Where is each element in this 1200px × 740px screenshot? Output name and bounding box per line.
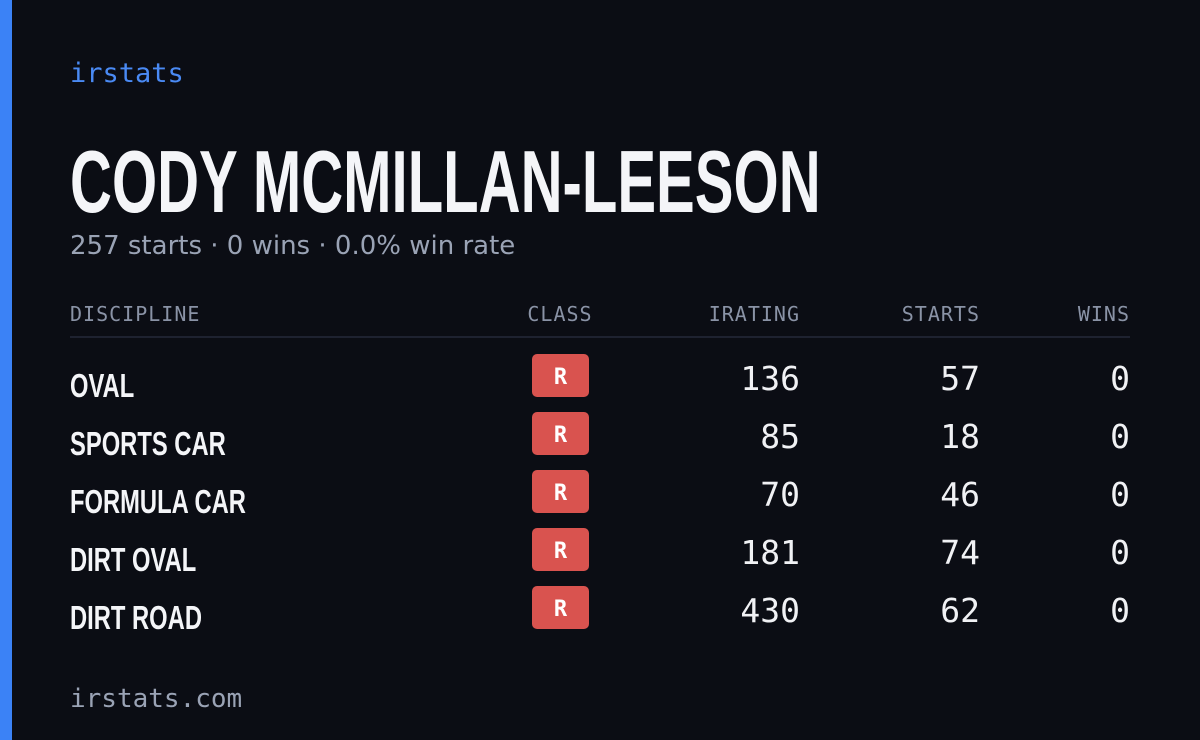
- summary: 257 starts · 0 wins · 0.0% win rate: [70, 231, 515, 261]
- wins: 0: [1110, 417, 1130, 456]
- irating: 70: [760, 475, 800, 514]
- irating: 85: [760, 417, 800, 456]
- column-header: IRATING: [709, 302, 800, 326]
- brand: irstats: [70, 58, 184, 89]
- discipline: FORMULA CAR: [70, 484, 246, 521]
- column-header: DISCIPLINE: [70, 302, 200, 326]
- class-letter: R: [554, 481, 568, 506]
- starts: 57: [940, 359, 980, 398]
- accent-bar: [0, 0, 12, 740]
- class-letter: R: [554, 423, 568, 448]
- discipline: OVAL: [70, 368, 134, 405]
- starts: 18: [940, 417, 980, 456]
- discipline: DIRT ROAD: [70, 600, 202, 637]
- class-badge: [532, 470, 589, 513]
- column-header: CLASS: [527, 302, 592, 326]
- column-header: STARTS: [902, 302, 980, 326]
- discipline: SPORTS CAR: [70, 426, 226, 463]
- class-badge: [532, 354, 589, 397]
- class-badge: [532, 528, 589, 571]
- footer-site: irstats.com: [70, 684, 242, 714]
- irating: 430: [740, 591, 800, 630]
- starts: 74: [940, 533, 980, 572]
- wins: 0: [1110, 591, 1130, 630]
- wins: 0: [1110, 359, 1130, 398]
- starts: 46: [940, 475, 980, 514]
- column-header: WINS: [1078, 302, 1130, 326]
- player-name: CODY MCMILLAN-LEESON: [70, 133, 821, 231]
- wins: 0: [1110, 533, 1130, 572]
- class-badge: [532, 586, 589, 629]
- class-letter: R: [554, 365, 568, 390]
- discipline: DIRT OVAL: [70, 542, 196, 579]
- irating: 181: [740, 533, 800, 572]
- class-letter: R: [554, 539, 568, 564]
- irating: 136: [740, 359, 800, 398]
- class-badge: [532, 412, 589, 455]
- stats-table: DISCIPLINE CLASS IRATING STARTS WINS OVAL R 136…: [70, 302, 1130, 637]
- class-letter: R: [554, 597, 568, 622]
- wins: 0: [1110, 475, 1130, 514]
- starts: 62: [940, 591, 980, 630]
